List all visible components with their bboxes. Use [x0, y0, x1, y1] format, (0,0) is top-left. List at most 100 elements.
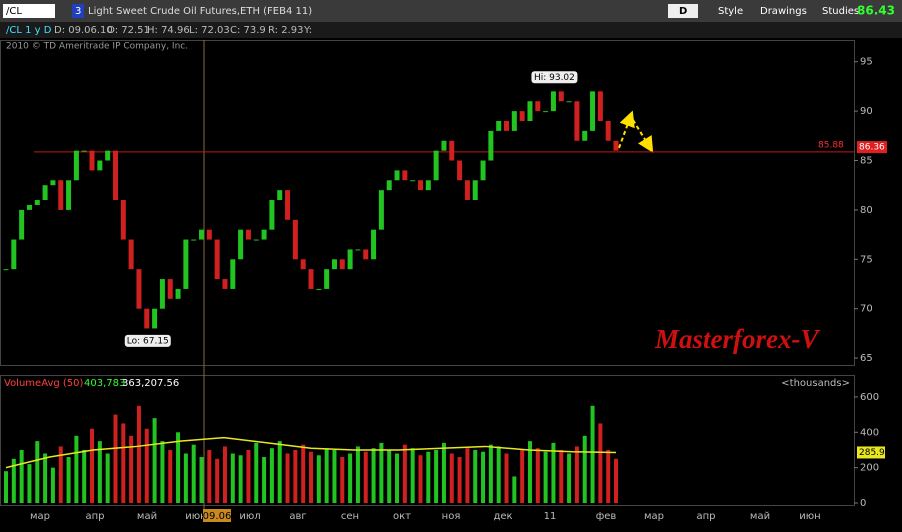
candle — [222, 279, 228, 289]
volume-bar — [66, 457, 71, 503]
candle — [144, 308, 150, 329]
candle — [550, 91, 556, 112]
description: Light Sweet Crude Oil Futures,ETH (FEB4 … — [88, 6, 312, 17]
x-tick-label: апр — [85, 511, 104, 522]
volume-bar — [418, 455, 423, 503]
volume-bar — [35, 441, 40, 503]
candle — [175, 288, 181, 299]
candle — [238, 229, 244, 260]
x-tick-label: июн — [185, 511, 206, 522]
y-tick-label: 80 — [860, 205, 873, 216]
volume-bar — [58, 446, 63, 503]
last-price: 86.43 — [857, 4, 895, 18]
volume-bar — [434, 449, 439, 503]
drawings-btn[interactable]: Drawings — [760, 6, 807, 17]
volume-bar — [152, 418, 157, 503]
volume-bar — [567, 453, 572, 503]
candle — [511, 111, 517, 131]
candle — [597, 91, 603, 122]
volume-bar — [496, 446, 501, 503]
volume-bar — [97, 441, 102, 503]
candle — [199, 229, 205, 240]
candle — [245, 229, 251, 240]
y-tick-label: 200 — [860, 463, 879, 474]
volume-bar — [426, 451, 431, 503]
volume-bar — [614, 458, 618, 503]
y-tick-label: 90 — [860, 106, 873, 117]
x-tick-label: окт — [393, 511, 411, 522]
volume-bar — [43, 453, 48, 503]
volume-bar — [481, 451, 486, 503]
link-box[interactable] — [72, 4, 84, 18]
aggregation-btn[interactable] — [668, 4, 698, 18]
info-low: L: 72.03 — [189, 25, 230, 36]
candle — [105, 150, 111, 161]
volume-bar — [4, 471, 8, 503]
candle — [292, 219, 298, 260]
y-tick-label: 600 — [860, 392, 879, 403]
info-y: Y: — [303, 25, 312, 36]
y-tick-label: 75 — [860, 254, 873, 265]
arrow-up — [618, 110, 635, 149]
volume-bar — [559, 449, 564, 503]
last-box — [857, 141, 887, 154]
volume-stat: 403,783 — [84, 378, 125, 389]
candle — [496, 121, 502, 131]
candle — [582, 130, 588, 141]
candle — [535, 101, 541, 112]
arrow-down — [632, 119, 654, 153]
candle — [81, 150, 87, 152]
volume-bar — [19, 449, 24, 503]
info-date: D: 09.06.10 — [54, 25, 113, 36]
candle — [425, 180, 431, 191]
volume-title: VolumeAvg (50) — [4, 378, 84, 389]
style-btn[interactable]: Style — [718, 6, 743, 17]
candle — [449, 140, 455, 161]
candle — [277, 190, 283, 201]
volume-bar — [254, 442, 259, 503]
y-tick-label: 85 — [860, 156, 873, 167]
candle — [331, 259, 337, 270]
volume-bar — [363, 451, 368, 503]
volume-bar — [27, 464, 32, 503]
candle — [66, 180, 72, 210]
info-name: /CL 1 y D — [6, 25, 52, 36]
candle — [488, 130, 494, 161]
volume-bar — [199, 457, 204, 503]
volume-stat: 363,207.56 — [122, 378, 179, 389]
volume-bar — [222, 446, 227, 503]
volume-bar — [121, 423, 126, 503]
studies-btn[interactable]: Studies — [822, 6, 859, 17]
link: 3 — [75, 6, 81, 17]
volume-bar — [293, 449, 298, 503]
candle — [339, 259, 345, 270]
volume-bar — [441, 442, 446, 503]
volume-bar — [348, 453, 353, 503]
volume-bar — [590, 405, 595, 503]
volume-bar — [191, 444, 196, 503]
candle — [480, 160, 486, 181]
symbol-box[interactable] — [3, 4, 55, 18]
candle — [191, 239, 197, 241]
candle — [410, 180, 416, 182]
volume-bar — [309, 451, 313, 503]
volume-bar — [598, 423, 603, 503]
x-tick-label: ноя — [442, 511, 461, 522]
candle — [50, 180, 56, 186]
y-tick-label: 65 — [860, 353, 873, 364]
volume-bar — [582, 435, 587, 503]
volume-bar — [269, 448, 274, 503]
candle — [355, 249, 361, 251]
level-label: 85.88 — [818, 140, 844, 150]
volume-bar — [160, 441, 165, 503]
high-label-box — [531, 71, 578, 84]
candle — [183, 239, 189, 289]
candle — [136, 269, 142, 309]
volume-bar — [574, 446, 579, 503]
volume-bar — [246, 449, 251, 503]
y-tick-label: 70 — [860, 304, 873, 315]
volume-bar — [238, 455, 243, 503]
volume-bar — [50, 467, 55, 503]
candle — [464, 180, 470, 201]
volume-panel — [0, 375, 855, 506]
